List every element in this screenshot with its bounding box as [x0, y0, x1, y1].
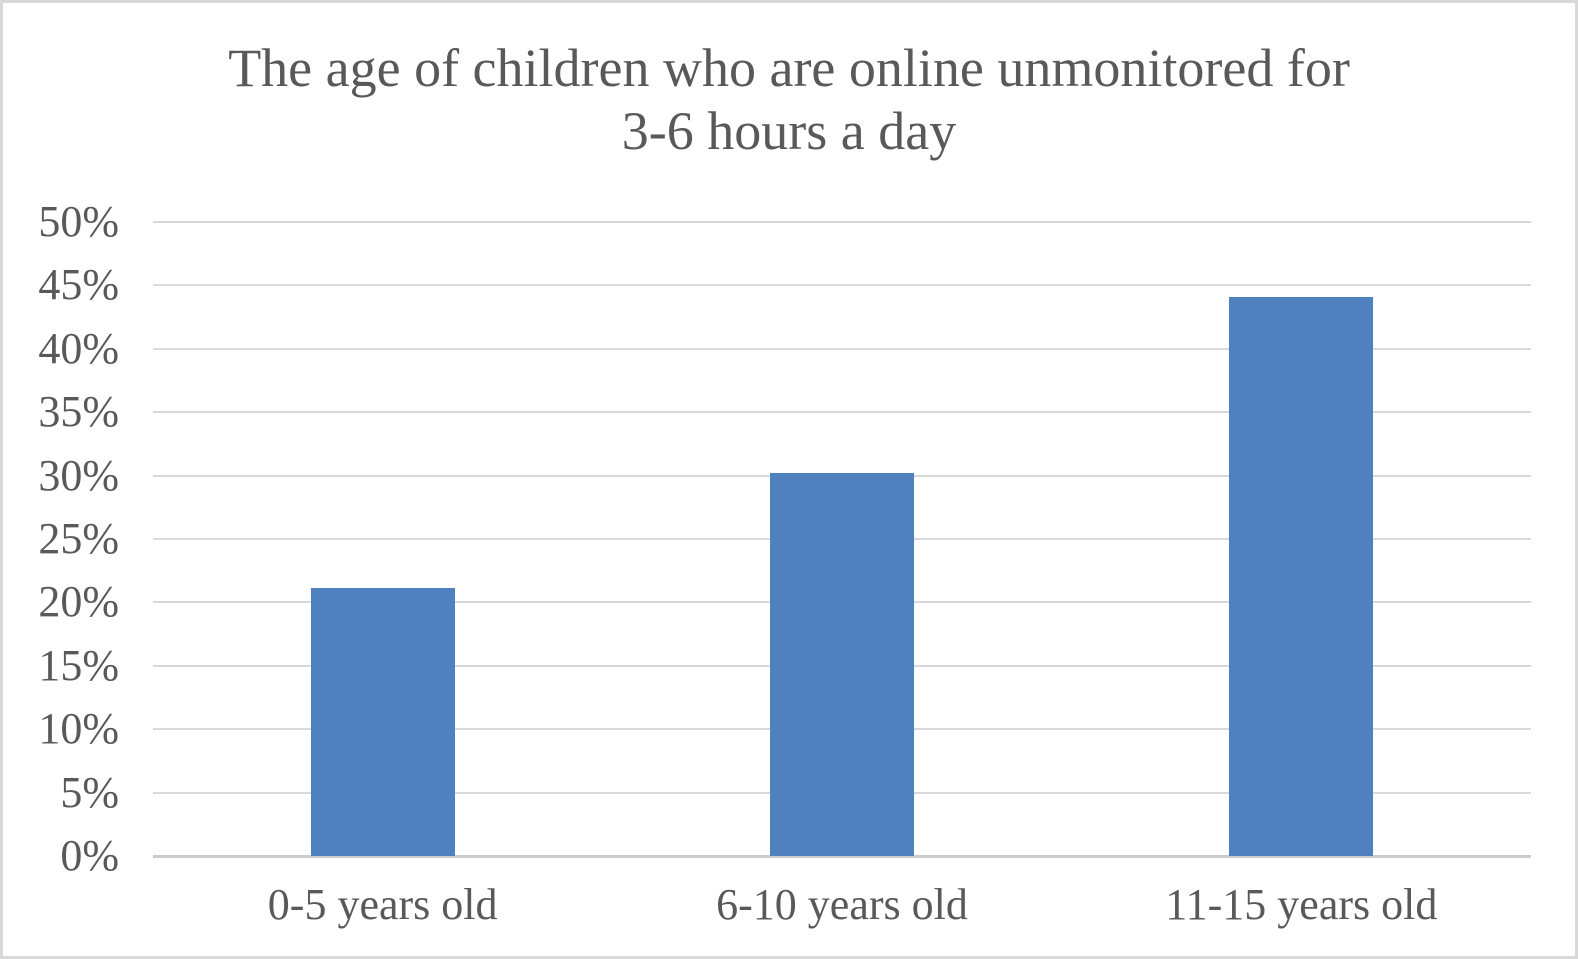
- bar-6-10-years-old: [770, 473, 914, 856]
- y-axis-tick-label: 0%: [60, 831, 119, 880]
- x-axis-category-label: 11-15 years old: [1165, 880, 1438, 929]
- y-axis-tick-label: 40%: [38, 323, 119, 373]
- x-axis-category-label: 0-5 years old: [267, 880, 498, 929]
- chart-title: The age of children who are online unmon…: [3, 37, 1575, 163]
- x-axis-line: [153, 855, 1531, 858]
- y-axis-tick-label: 50%: [38, 197, 119, 246]
- gridline: [153, 347, 1531, 350]
- chart-title-line-2: 3-6 hours a day: [621, 101, 957, 161]
- y-axis-tick-label: 20%: [38, 577, 119, 627]
- y-axis-tick-label: 30%: [38, 450, 119, 500]
- y-axis-tick-label: 45%: [38, 260, 119, 310]
- y-axis-tick-label: 35%: [38, 387, 119, 437]
- y-axis-tick-label: 10%: [38, 704, 119, 754]
- gridline: [153, 284, 1531, 287]
- bar-0-5-years-old: [310, 588, 455, 856]
- gridline: [153, 411, 1531, 414]
- bar-11-15-years-old: [1229, 296, 1374, 856]
- gridline: [153, 221, 1531, 223]
- y-axis-tick-label: 25%: [38, 514, 119, 563]
- chart-title-line-1: The age of children who are online unmon…: [228, 38, 1350, 98]
- x-axis-category-label: 6-10 years old: [716, 880, 968, 929]
- y-axis-tick-label: 15%: [38, 640, 119, 690]
- y-axis-tick-label: 5%: [60, 767, 119, 817]
